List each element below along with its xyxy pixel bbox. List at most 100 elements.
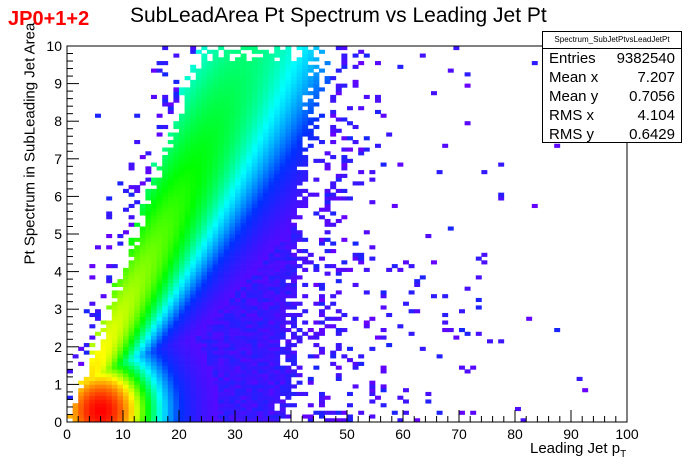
heatmap-cell	[235, 124, 241, 130]
heatmap-cell	[391, 264, 398, 269]
heatmap-cell	[145, 301, 152, 306]
heatmap-cell	[195, 301, 202, 306]
heatmap-cell	[291, 241, 297, 246]
heatmap-cell	[173, 136, 180, 141]
heatmap-cell	[229, 324, 236, 329]
heatmap-cell	[223, 267, 230, 272]
heatmap-cell	[106, 410, 113, 415]
heatmap-cell	[240, 140, 247, 145]
heatmap-cell	[263, 226, 269, 231]
heatmap-cell	[251, 158, 258, 163]
heatmap-cell	[207, 388, 213, 393]
heatmap-cell	[179, 331, 185, 336]
heatmap-cell	[335, 46, 342, 51]
heatmap-cell	[212, 91, 219, 96]
heatmap-cell	[307, 91, 314, 96]
heatmap-cell	[207, 94, 213, 99]
heatmap-cell	[179, 264, 185, 269]
heatmap-cell	[229, 286, 236, 291]
heatmap-cell	[302, 102, 309, 107]
heatmap-cell	[78, 410, 85, 415]
heatmap-cell	[235, 91, 241, 96]
heatmap-cell	[106, 354, 113, 359]
heatmap-cell	[190, 294, 197, 299]
heatmap-cell	[167, 188, 174, 193]
heatmap-cell	[167, 207, 174, 212]
heatmap-cell	[117, 324, 124, 329]
heatmap-cell	[279, 203, 286, 209]
heatmap-cell	[235, 83, 241, 88]
heatmap-cell	[134, 403, 141, 408]
heatmap-cell	[246, 207, 253, 212]
heatmap-cell	[151, 309, 157, 314]
heatmap-cell	[274, 83, 281, 88]
heatmap-cell	[106, 369, 113, 374]
heatmap-cell	[425, 391, 432, 397]
heatmap-cell	[218, 297, 225, 303]
heatmap-cell	[268, 241, 275, 246]
heatmap-cell	[145, 196, 152, 201]
heatmap-cell	[151, 305, 157, 310]
heatmap-cell	[257, 234, 264, 239]
heatmap-cell	[117, 388, 124, 393]
heatmap-cell	[117, 380, 124, 385]
heatmap-cell	[212, 128, 219, 133]
heatmap-cell	[319, 241, 325, 246]
heatmap-cell	[235, 373, 241, 378]
heatmap-cell	[279, 410, 286, 415]
heatmap-cell	[235, 418, 241, 423]
heatmap-cell	[268, 143, 275, 148]
heatmap-cell	[274, 414, 281, 419]
heatmap-cell	[313, 320, 320, 325]
heatmap-cell	[218, 373, 225, 378]
heatmap-cell	[302, 87, 309, 92]
heatmap-cell	[89, 350, 96, 355]
heatmap-cell	[251, 376, 258, 381]
heatmap-cell	[218, 203, 225, 209]
y-tick-label: 1	[54, 376, 62, 392]
heatmap-cell	[195, 331, 202, 336]
heatmap-cell	[218, 102, 225, 107]
heatmap-cell	[190, 282, 197, 287]
heatmap-cell	[274, 388, 281, 393]
heatmap-cell	[246, 350, 253, 355]
heatmap-cell	[207, 121, 213, 126]
heatmap-cell	[475, 275, 482, 280]
heatmap-cell	[128, 275, 135, 280]
heatmap-cell	[83, 384, 90, 389]
heatmap-cell	[145, 267, 152, 272]
heatmap-cell	[296, 335, 303, 340]
heatmap-cell	[201, 128, 208, 133]
heatmap-cell	[442, 143, 449, 148]
heatmap-cell	[408, 264, 415, 269]
heatmap-cell	[363, 230, 370, 235]
heatmap-cell	[83, 343, 90, 348]
heatmap-cell	[240, 380, 247, 385]
heatmap-cell	[229, 260, 236, 265]
heatmap-cell	[296, 328, 303, 333]
heatmap-cell	[145, 256, 152, 261]
heatmap-cell	[268, 418, 275, 423]
heatmap-cell	[190, 218, 197, 224]
heatmap-cell	[139, 414, 146, 419]
heatmap-cell	[274, 369, 281, 374]
heatmap-cell	[223, 166, 230, 171]
heatmap-cell	[190, 354, 197, 359]
heatmap-cell	[251, 324, 258, 329]
heatmap-cell	[195, 328, 202, 333]
heatmap-cell	[235, 211, 241, 216]
heatmap-cell	[212, 256, 219, 261]
heatmap-cell	[352, 316, 359, 321]
heatmap-cell	[123, 388, 129, 393]
heatmap-cell	[179, 113, 185, 118]
heatmap-cell	[268, 245, 275, 250]
heatmap-cell	[184, 91, 191, 96]
heatmap-cell	[156, 410, 163, 415]
heatmap-cell	[251, 346, 258, 351]
heatmap-cell	[352, 384, 359, 389]
heatmap-cell	[246, 369, 253, 374]
heatmap-cell	[397, 267, 404, 272]
heatmap-cell	[195, 245, 202, 250]
heatmap-cell	[184, 264, 191, 269]
heatmap-cell	[128, 358, 135, 363]
